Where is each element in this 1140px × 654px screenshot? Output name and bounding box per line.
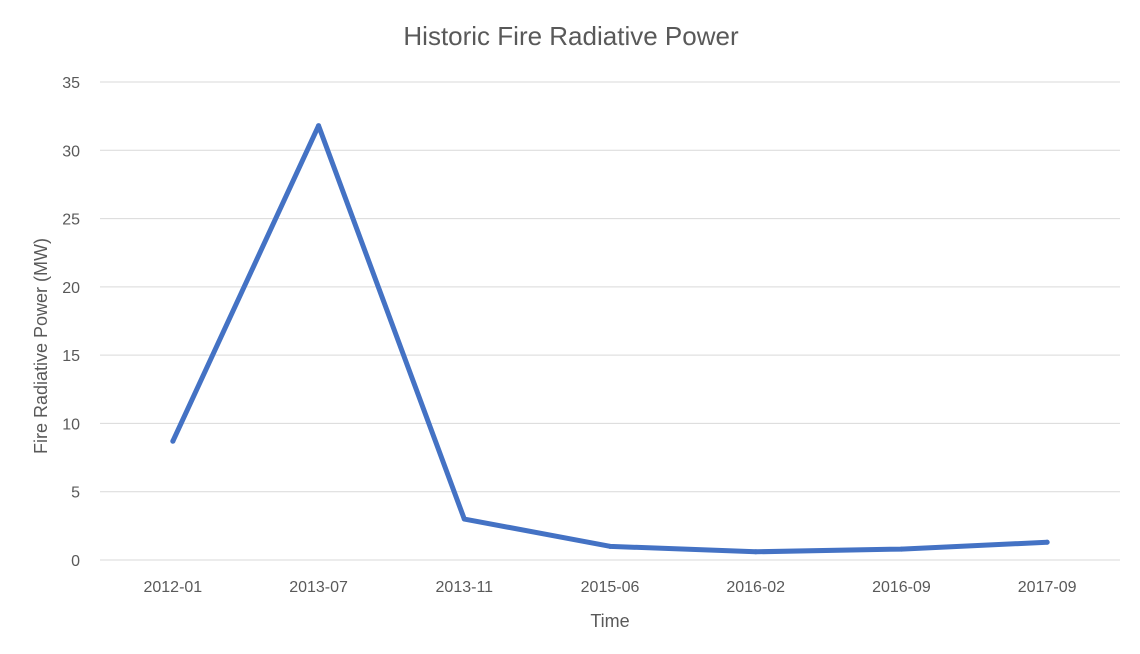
data-point: [461, 516, 467, 522]
y-tick-label: 30: [62, 143, 80, 160]
y-tick-label: 5: [71, 485, 80, 502]
x-axis-title: Time: [590, 611, 629, 631]
data-point: [753, 549, 759, 555]
data-point: [898, 546, 904, 552]
y-tick-label: 0: [71, 553, 80, 570]
series-line: [170, 123, 1050, 555]
series-layer: [170, 123, 1050, 555]
y-tick-label: 25: [62, 212, 80, 229]
x-tick-label: 2016-09: [872, 579, 931, 596]
y-axis-ticks: 0 5 10 15 20 25 30 35: [62, 75, 80, 570]
data-point: [1044, 539, 1050, 545]
y-tick-label: 35: [62, 75, 80, 92]
data-point: [170, 438, 176, 444]
chart-title: Historic Fire Radiative Power: [403, 21, 739, 51]
gridlines: [100, 81, 1120, 561]
x-axis-ticks: 2012-01 2013-07 2013-11 2015-06 2016-02 2016-…: [143, 579, 1076, 596]
x-tick-label: 2015-06: [581, 579, 640, 596]
x-tick-label: 2013-07: [289, 579, 348, 596]
data-point: [607, 543, 613, 549]
x-tick-label: 2013-11: [436, 579, 494, 596]
data-point: [316, 123, 322, 129]
x-tick-label: 2012-01: [143, 579, 202, 596]
x-tick-label: 2017-09: [1018, 579, 1077, 596]
y-tick-label: 20: [62, 280, 80, 297]
y-axis-title: Fire Radiative Power (MW): [31, 238, 51, 454]
x-tick-label: 2016-02: [726, 579, 785, 596]
y-tick-label: 10: [62, 416, 80, 433]
y-tick-label: 15: [62, 348, 80, 365]
